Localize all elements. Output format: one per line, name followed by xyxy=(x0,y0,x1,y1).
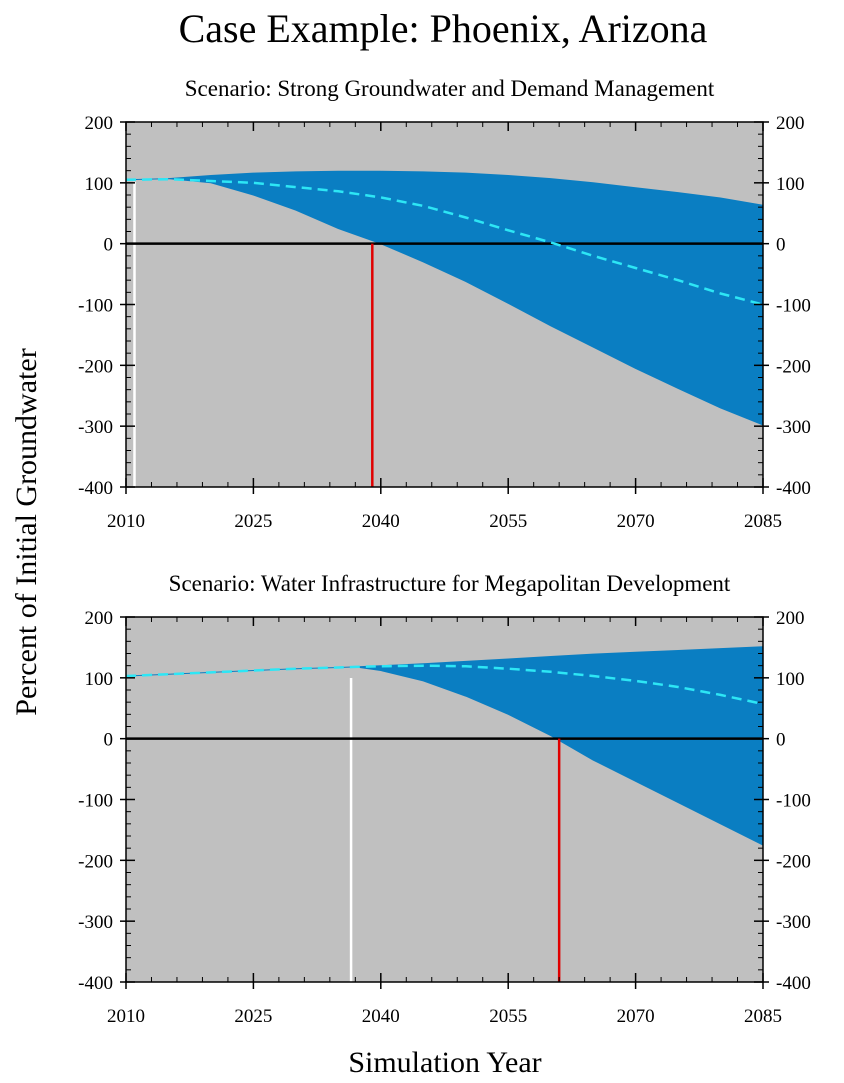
y-tick-label-left: -300 xyxy=(78,912,113,933)
y-tick-label-right: 100 xyxy=(776,669,805,690)
y-tick-label-left: 100 xyxy=(85,669,114,690)
y-tick-label-left: -400 xyxy=(78,973,113,994)
x-tick-label: 2025 xyxy=(234,511,272,532)
x-tick-label: 2025 xyxy=(234,1006,272,1027)
y-tick-label-right: -200 xyxy=(776,356,811,377)
x-tick-label: 2055 xyxy=(489,1006,527,1027)
y-axis-label: Percent of Initial Groundwater xyxy=(10,348,43,715)
y-tick-label-right: 200 xyxy=(776,608,805,629)
panel-subtitle: Scenario: Water Infrastructure for Megap… xyxy=(169,571,731,596)
y-tick-label-right: -300 xyxy=(776,417,811,438)
y-tick-label-right: -200 xyxy=(776,851,811,872)
chart-panel-1: Scenario: Strong Groundwater and Demand … xyxy=(78,76,811,532)
panel-subtitle: Scenario: Strong Groundwater and Demand … xyxy=(185,76,715,101)
x-tick-label: 2070 xyxy=(617,1006,655,1027)
y-tick-label-right: -400 xyxy=(776,478,811,499)
x-axis-label: Simulation Year xyxy=(348,1046,541,1079)
x-tick-label: 2085 xyxy=(744,1006,782,1027)
y-tick-label-right: 0 xyxy=(776,730,786,751)
y-tick-label-left: 0 xyxy=(104,235,114,256)
chart-panels: Scenario: Strong Groundwater and Demand … xyxy=(78,76,811,1027)
x-tick-label: 2070 xyxy=(617,511,655,532)
y-tick-label-left: -200 xyxy=(78,356,113,377)
x-tick-label: 2055 xyxy=(489,511,527,532)
y-tick-label-left: 200 xyxy=(85,608,114,629)
figure-title: Case Example: Phoenix, Arizona xyxy=(179,6,708,51)
y-tick-label-left: -100 xyxy=(78,791,113,812)
x-tick-label: 2040 xyxy=(362,511,400,532)
chart-panel-2: Scenario: Water Infrastructure for Megap… xyxy=(78,571,811,1027)
y-tick-label-right: 100 xyxy=(776,174,805,195)
y-tick-label-left: -300 xyxy=(78,417,113,438)
y-tick-label-right: 0 xyxy=(776,235,786,256)
y-tick-label-left: -400 xyxy=(78,478,113,499)
x-tick-label: 2085 xyxy=(744,511,782,532)
y-tick-label-right: -300 xyxy=(776,912,811,933)
y-tick-label-right: -100 xyxy=(776,296,811,317)
y-tick-label-left: 100 xyxy=(85,174,114,195)
x-tick-label: 2010 xyxy=(107,511,145,532)
median-line xyxy=(125,664,764,706)
x-tick-label: 2040 xyxy=(362,1006,400,1027)
y-tick-label-left: 200 xyxy=(85,113,114,134)
y-tick-label-left: -100 xyxy=(78,296,113,317)
y-tick-label-left: 0 xyxy=(104,730,114,751)
y-tick-label-left: -200 xyxy=(78,851,113,872)
y-tick-label-right: -100 xyxy=(776,791,811,812)
x-tick-label: 2010 xyxy=(107,1006,145,1027)
y-tick-label-right: 200 xyxy=(776,113,805,134)
median-line xyxy=(125,177,764,306)
y-tick-label-right: -400 xyxy=(776,973,811,994)
